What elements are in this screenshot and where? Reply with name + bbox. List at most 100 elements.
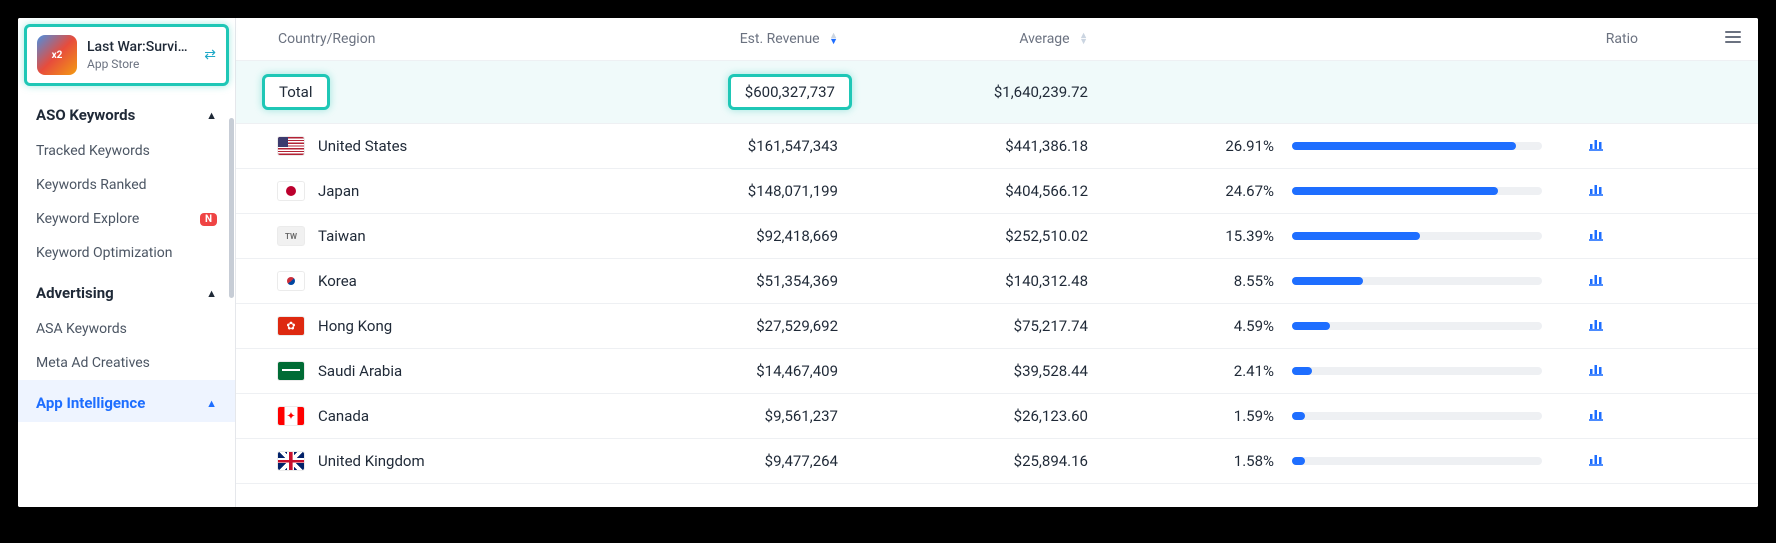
ratio-bar-fill (1292, 367, 1312, 375)
col-header-ratio[interactable]: Ratio (1106, 31, 1708, 47)
chart-icon[interactable] (1587, 360, 1605, 378)
ratio-bar-fill (1292, 322, 1330, 330)
table-row: United Kingdom$9,477,264$25,894.161.58% (236, 439, 1758, 484)
nav-label: Keywords Ranked (36, 177, 147, 193)
chart-icon[interactable] (1587, 225, 1605, 243)
chart-icon[interactable] (1587, 270, 1605, 288)
average-cell: $26,123.60 (856, 407, 1106, 425)
sort-icon: ▲▼ (829, 33, 838, 45)
nav-label: Tracked Keywords (36, 143, 150, 159)
flag-icon (278, 182, 304, 200)
ratio-value: 1.59% (1106, 407, 1286, 425)
table-row: United States $161,547,343$441,386.1826.9… (236, 124, 1758, 169)
revenue-cell: $9,477,264 (636, 452, 856, 470)
nav-keyword-explore[interactable]: Keyword Explore N (18, 202, 235, 236)
revenue-cell: $148,071,199 (636, 182, 856, 200)
table-menu-icon[interactable] (1724, 34, 1742, 50)
ratio-bar-fill (1292, 187, 1498, 195)
sort-icon: ▲▼ (1079, 33, 1088, 45)
flag-icon (278, 317, 304, 335)
ratio-bar-fill (1292, 277, 1363, 285)
sidebar: x2 Last War:Survi… App Store ⇄ ASO Keywo… (18, 18, 236, 507)
average-cell: $252,510.02 (856, 227, 1106, 245)
revenue-cell: $161,547,343 (636, 137, 856, 155)
flag-icon (278, 137, 304, 155)
region-name: Korea (318, 272, 357, 290)
chevron-up-icon: ▲ (206, 109, 217, 122)
ratio-bar (1292, 277, 1542, 285)
total-revenue-highlight: $600,327,737 (728, 74, 852, 110)
table-row: Saudi Arabia$14,467,409$39,528.442.41% (236, 349, 1758, 394)
chart-icon[interactable] (1587, 450, 1605, 468)
total-average: $1,640,239.72 (856, 83, 1106, 101)
ratio-bar-fill (1292, 457, 1305, 465)
average-cell: $140,312.48 (856, 272, 1106, 290)
nav-meta-ad-creatives[interactable]: Meta Ad Creatives (18, 346, 235, 380)
chart-icon[interactable] (1587, 405, 1605, 423)
app-selector-card[interactable]: x2 Last War:Survi… App Store ⇄ (24, 24, 229, 86)
ratio-value: 26.91% (1106, 137, 1286, 155)
ratio-bar (1292, 142, 1542, 150)
swap-icon[interactable]: ⇄ (204, 47, 216, 63)
revenue-cell: $92,418,669 (636, 227, 856, 245)
ratio-bar-fill (1292, 232, 1420, 240)
ratio-value: 1.58% (1106, 452, 1286, 470)
chart-icon[interactable] (1587, 135, 1605, 153)
average-cell: $75,217.74 (856, 317, 1106, 335)
section-title: ASO Keywords (36, 106, 135, 124)
ratio-bar (1292, 232, 1542, 240)
ratio-value: 2.41% (1106, 362, 1286, 380)
header-label: Est. Revenue (740, 31, 820, 47)
table-row: Japan $148,071,199$404,566.1224.67% (236, 169, 1758, 214)
ratio-bar (1292, 457, 1542, 465)
table-row: Korea$51,354,369$140,312.488.55% (236, 259, 1758, 304)
region-name: Japan (318, 182, 359, 200)
ratio-value: 24.67% (1106, 182, 1286, 200)
revenue-cell: $27,529,692 (636, 317, 856, 335)
section-aso-keywords[interactable]: ASO Keywords ▲ (18, 92, 235, 134)
flag-icon (278, 272, 304, 290)
app-icon: x2 (37, 35, 77, 75)
average-cell: $441,386.18 (856, 137, 1106, 155)
ratio-value: 15.39% (1106, 227, 1286, 245)
nav-tracked-keywords[interactable]: Tracked Keywords (18, 134, 235, 168)
nav-asa-keywords[interactable]: ASA Keywords (18, 312, 235, 346)
ratio-bar (1292, 187, 1542, 195)
table-row: TWTaiwan$92,418,669$252,510.0215.39% (236, 214, 1758, 259)
header-label: Average (1019, 31, 1069, 47)
table-total-row: Total $600,327,737 $1,640,239.72 (236, 61, 1758, 124)
col-header-region[interactable]: Country/Region (236, 31, 636, 47)
section-title: Advertising (36, 284, 114, 302)
header-label: Ratio (1606, 31, 1638, 47)
nav-keyword-optimization[interactable]: Keyword Optimization (18, 236, 235, 270)
col-header-revenue[interactable]: Est. Revenue ▲▼ (636, 31, 856, 47)
average-cell: $39,528.44 (856, 362, 1106, 380)
ratio-bar (1292, 322, 1542, 330)
app-title: Last War:Survi… (87, 39, 200, 55)
section-title: App Intelligence (36, 394, 145, 412)
flag-icon (278, 452, 304, 470)
revenue-cell: $14,467,409 (636, 362, 856, 380)
average-cell: $404,566.12 (856, 182, 1106, 200)
table-row: Hong Kong$27,529,692$75,217.744.59% (236, 304, 1758, 349)
region-name: Hong Kong (318, 317, 392, 335)
region-name: United Kingdom (318, 452, 425, 470)
app-store-label: App Store (87, 57, 200, 71)
section-advertising[interactable]: Advertising ▲ (18, 270, 235, 312)
header-label: Country/Region (278, 31, 375, 47)
total-revenue: $600,327,737 (745, 83, 835, 101)
ratio-bar (1292, 367, 1542, 375)
total-label: Total (279, 83, 313, 101)
section-app-intelligence[interactable]: App Intelligence ▲ (18, 380, 235, 422)
chevron-up-icon: ▲ (206, 287, 217, 300)
nav-keywords-ranked[interactable]: Keywords Ranked (18, 168, 235, 202)
region-name: United States (318, 137, 407, 155)
revenue-cell: $9,561,237 (636, 407, 856, 425)
chart-icon[interactable] (1587, 315, 1605, 333)
col-header-average[interactable]: Average ▲▼ (856, 31, 1106, 47)
sidebar-scrollbar[interactable] (229, 118, 234, 298)
chart-icon[interactable] (1587, 180, 1605, 198)
ratio-bar (1292, 412, 1542, 420)
ratio-value: 8.55% (1106, 272, 1286, 290)
ratio-bar-fill (1292, 412, 1305, 420)
